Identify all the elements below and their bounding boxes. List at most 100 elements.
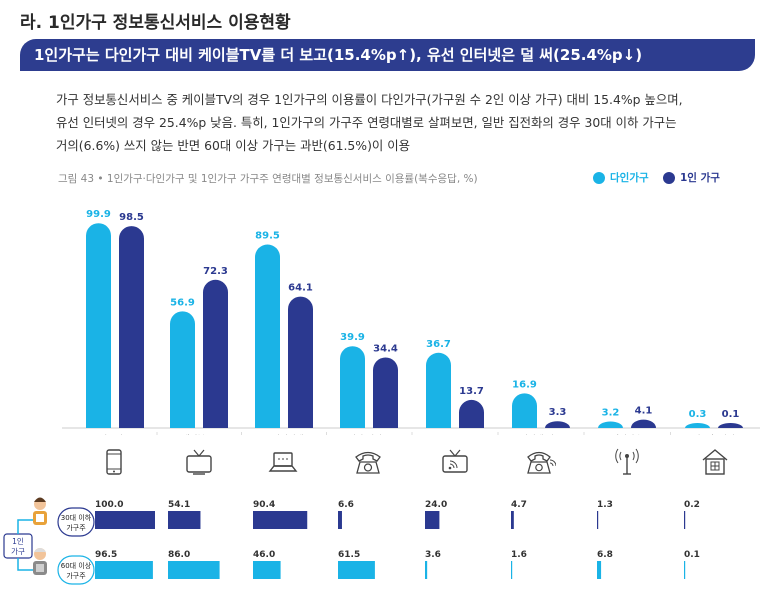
bar-multi — [598, 421, 623, 428]
bar-single — [459, 399, 484, 428]
age-group-sub-chart: 1인 가구 30대 이하 가구주 60대 이상 가구주 100.0 54.1 90.… — [3, 497, 700, 585]
value-label-single: 64.1 — [288, 283, 313, 294]
row-label-box-30s — [57, 507, 95, 537]
value-label-single: 3.3 — [549, 407, 567, 418]
sub-bar-30s — [168, 511, 201, 529]
bar-single — [203, 279, 228, 428]
value-label-multi: 36.7 — [426, 339, 451, 350]
sub-bar-30s — [253, 511, 308, 529]
sub-value-60s: 61.5 — [338, 550, 360, 560]
sub-value-30s: 100.0 — [95, 500, 123, 510]
sub-value-60s: 86.0 — [168, 550, 190, 560]
category-label: 스마트홈 서비스 — [685, 434, 743, 435]
bar-multi — [86, 223, 111, 428]
senior-person-avatar — [33, 548, 47, 575]
bar-multi — [512, 393, 537, 428]
sub-bar-60s — [338, 561, 375, 579]
category-label: 케이블TV — [182, 434, 217, 435]
legend-dot-multi — [593, 171, 605, 184]
sub-value-30s: 0.2 — [684, 500, 700, 510]
value-label-multi: 0.3 — [689, 409, 707, 420]
sub-bar-30s — [684, 511, 686, 529]
bar-multi — [255, 244, 280, 428]
body-line: 거의(6.6%) 쓰지 않는 반면 60대 이상 가구는 과반(61.5%)이 … — [56, 138, 411, 153]
bar-multi — [340, 346, 365, 428]
legend-dot-single — [663, 171, 675, 184]
iptv-icon — [440, 448, 470, 476]
mobile-phone-icon — [99, 448, 129, 476]
body-line: 유선 인터넷의 경우 25.4%p 낮음. 특히, 1인가구의 가구주 연령대별… — [56, 115, 677, 130]
sub-bar-60s — [597, 561, 602, 579]
bar-single — [718, 423, 743, 428]
sub-value-30s: 4.7 — [511, 500, 527, 510]
value-label-single: 98.5 — [119, 212, 144, 223]
sub-bar-30s — [425, 511, 440, 529]
row-label-30s: 30대 이하 — [61, 513, 92, 522]
bracket-line — [17, 519, 40, 534]
bar-multi — [170, 311, 195, 428]
value-label-single: 4.1 — [635, 406, 653, 417]
laptop-icon — [268, 448, 298, 476]
sub-bar-60s — [253, 561, 281, 579]
sub-value-60s: 6.8 — [597, 550, 613, 560]
value-label-single: 34.4 — [373, 343, 398, 354]
legend-label-multi: 다인가구 — [610, 172, 649, 184]
row-label-30s: 가구주 — [66, 523, 86, 532]
bar-single — [288, 296, 313, 428]
sub-bar-30s — [95, 511, 155, 529]
value-label-single: 0.1 — [722, 409, 740, 420]
category-label: 인터넷 전화 — [520, 434, 562, 435]
body-line: 가구 정보통신서비스 중 케이블TV의 경우 1인가구의 이용률이 다인가구(가… — [56, 92, 683, 107]
sub-bar-30s — [597, 511, 599, 529]
value-label-single: 13.7 — [459, 386, 484, 397]
value-label-multi: 39.9 — [340, 332, 365, 343]
satellite-icon — [612, 448, 642, 476]
bar-single — [545, 421, 570, 428]
category-label: 일반 집전화 — [348, 434, 390, 435]
bar-single — [631, 419, 656, 428]
telephone-icon — [353, 448, 383, 476]
legend-label-single: 1인 가구 — [680, 172, 720, 184]
sub-bar-60s — [684, 561, 686, 579]
value-label-multi: 89.5 — [255, 231, 280, 242]
sub-value-60s: 0.1 — [684, 550, 700, 560]
sub-value-30s: 54.1 — [168, 500, 190, 510]
section-title: 라. 1인가구 정보통신서비스 이용현황 — [20, 13, 291, 33]
bar-multi — [685, 423, 710, 428]
category-label: 위성방송 — [611, 434, 642, 435]
body-paragraph: 가구 정보통신서비스 중 케이블TV의 경우 1인가구의 이용률이 다인가구(가… — [56, 88, 771, 157]
figure-caption: 그림 43 • 1인가구·다인가구 및 1인가구 가구주 연령대별 정보통신서비… — [58, 173, 478, 185]
value-label-multi: 3.2 — [602, 407, 620, 418]
headline-banner: 1인가구는 다인가구 대비 케이블TV를 더 보고(15.4%p↑), 유선 인… — [20, 39, 755, 71]
bar-single — [373, 357, 398, 428]
sub-value-60s: 96.5 — [95, 550, 117, 560]
sub-value-30s: 1.3 — [597, 500, 613, 510]
sub-bar-60s — [425, 561, 428, 579]
legend-item-single: 1인 가구 — [663, 170, 720, 185]
group-label: 가구 — [11, 547, 25, 556]
smart-home-icon — [700, 448, 730, 476]
bar-multi — [426, 352, 451, 428]
internet-phone-icon — [526, 448, 557, 476]
sub-bar-30s — [511, 511, 514, 529]
sub-value-30s: 90.4 — [253, 500, 275, 510]
sub-bar-60s — [95, 561, 153, 579]
bar-single — [119, 226, 144, 428]
sub-bar-60s — [511, 561, 513, 579]
value-label-single: 72.3 — [203, 266, 228, 277]
row-label-60s: 가구주 — [66, 571, 86, 580]
sub-value-60s: 3.6 — [425, 550, 441, 560]
legend-item-multi: 다인가구 — [593, 170, 649, 185]
young-person-avatar — [33, 497, 47, 525]
bracket-line — [17, 558, 40, 571]
sub-value-30s: 6.6 — [338, 500, 354, 510]
sub-bar-60s — [168, 561, 220, 579]
row-label-60s: 60대 이상 — [61, 561, 92, 570]
category-label: 이동전화 — [99, 434, 130, 435]
group-label: 1인 — [12, 536, 24, 546]
value-label-multi: 56.9 — [170, 297, 195, 308]
row-label-box-60s — [57, 555, 95, 585]
sub-value-60s: 46.0 — [253, 550, 275, 560]
